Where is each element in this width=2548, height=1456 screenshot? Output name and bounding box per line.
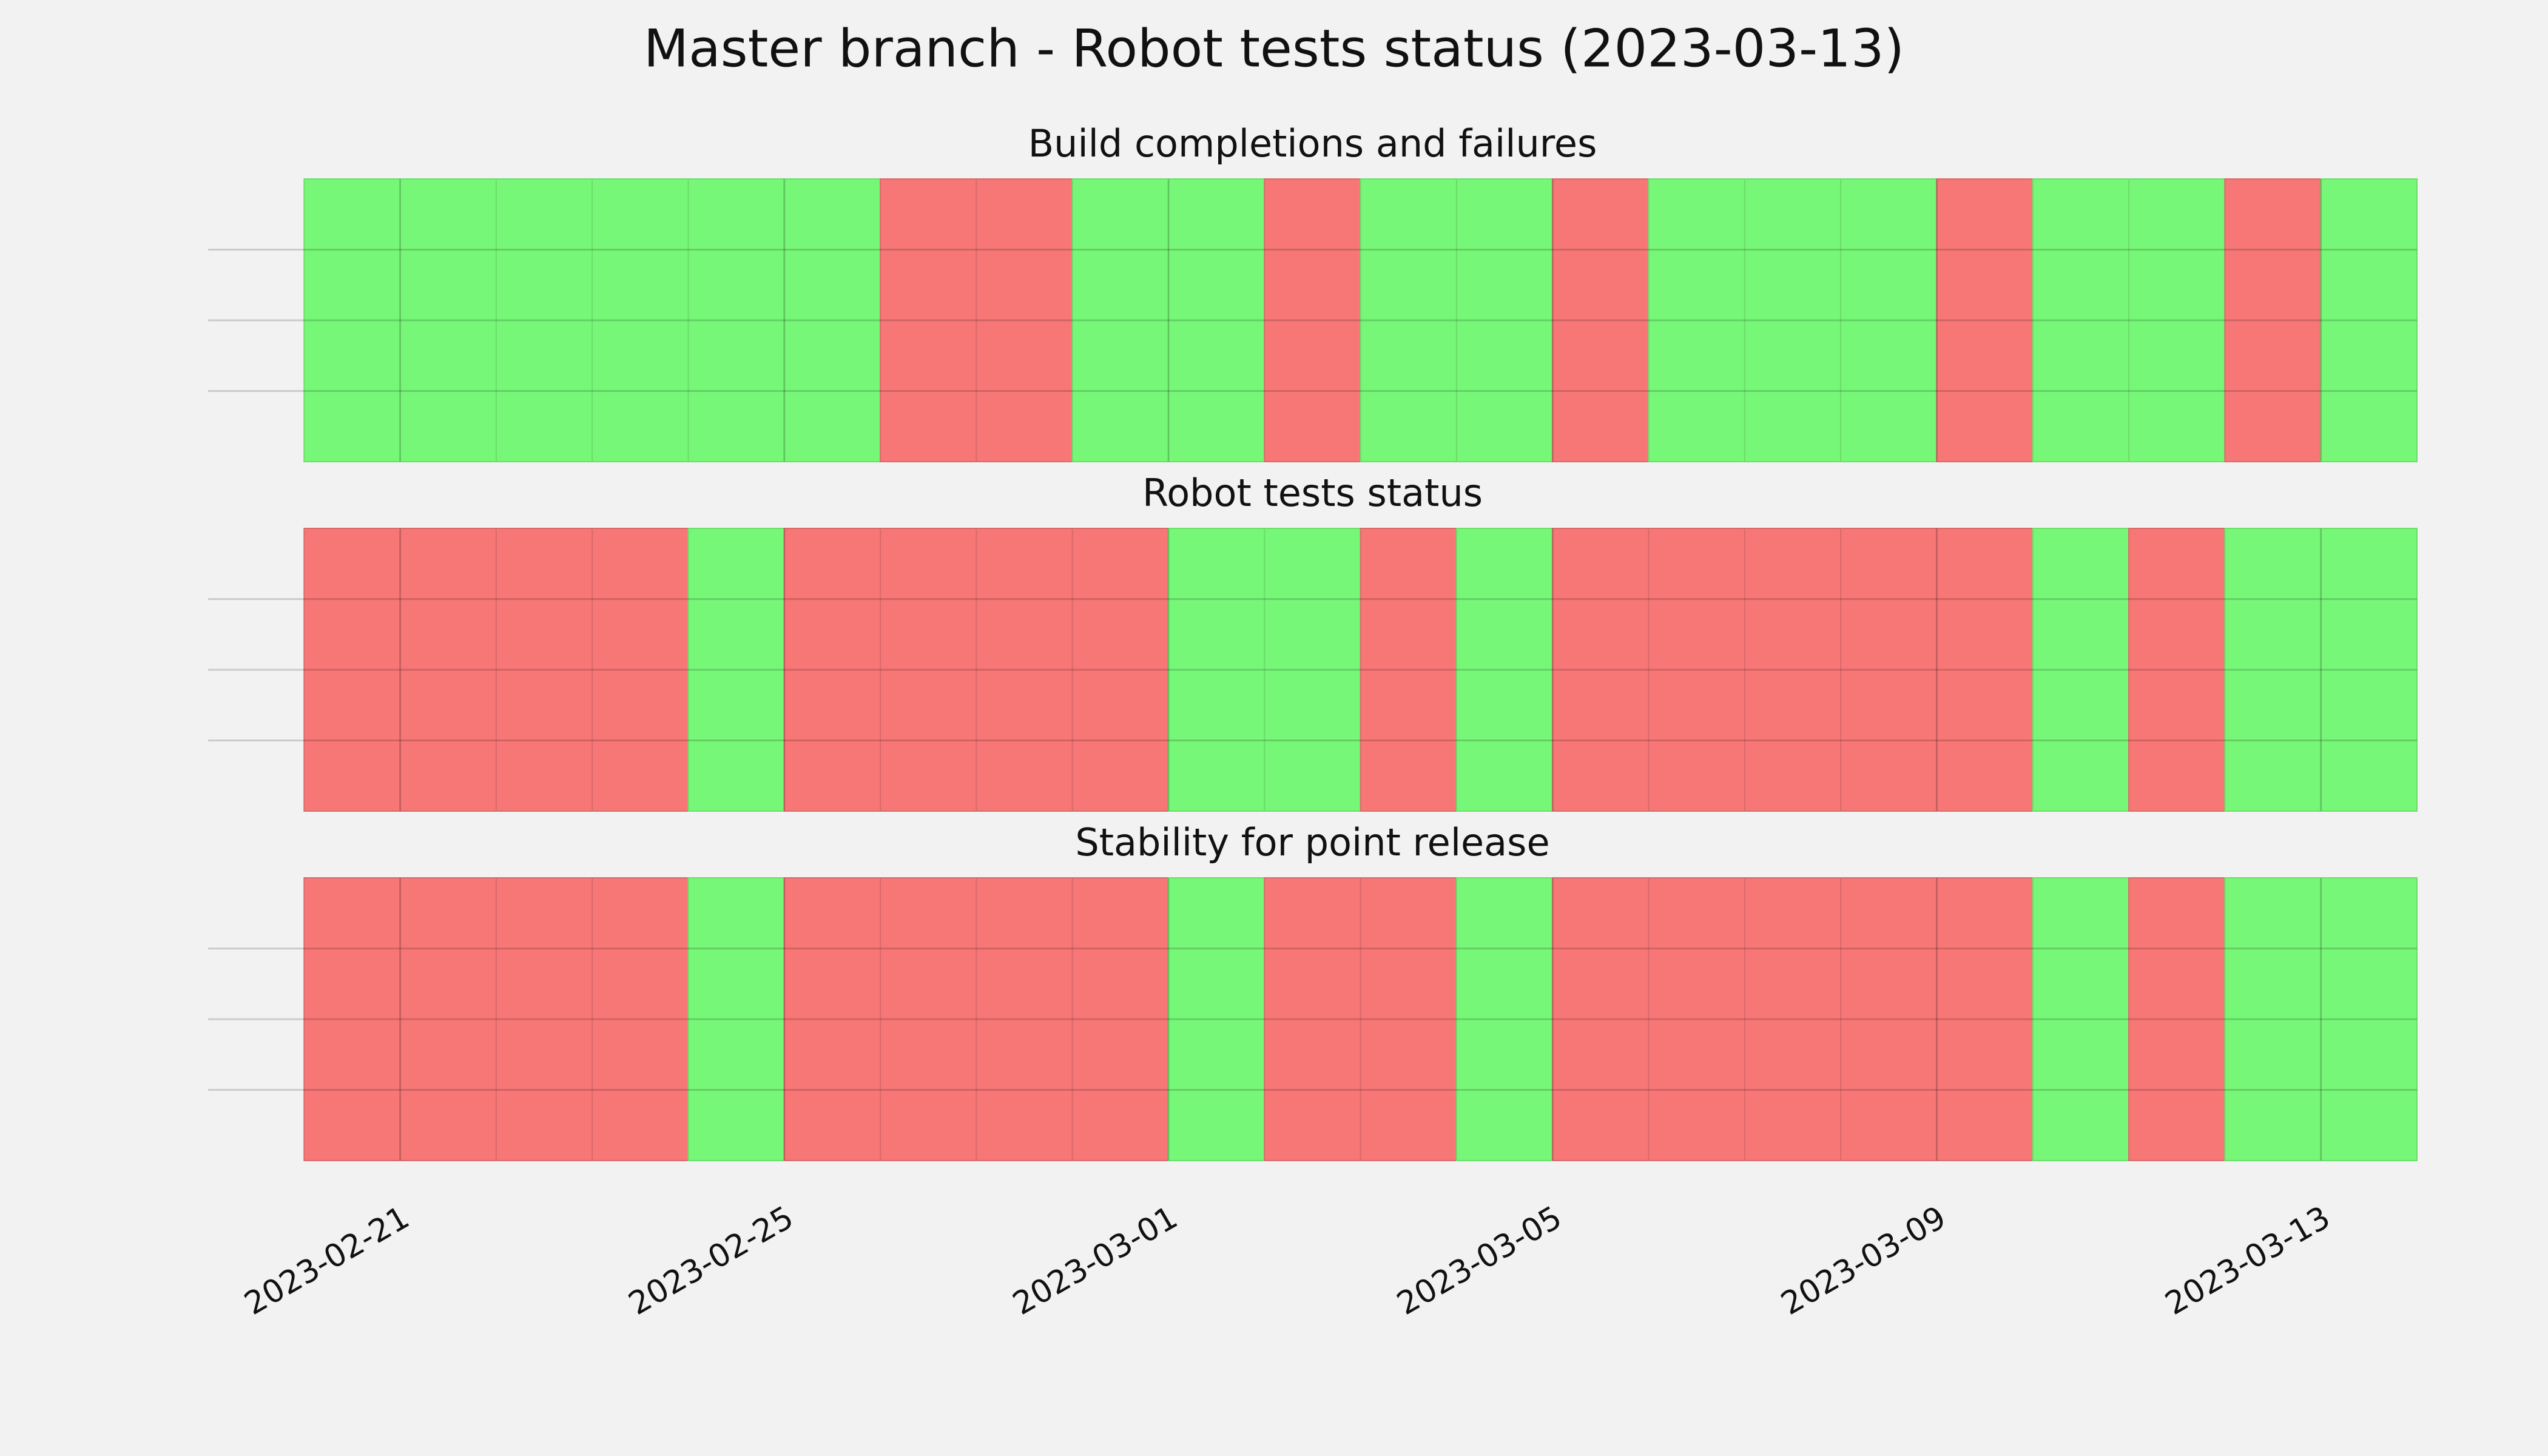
status-span — [1744, 178, 1842, 462]
status-span — [2320, 877, 2418, 1161]
status-span — [976, 178, 1073, 462]
status-span — [303, 877, 401, 1161]
status-span — [2128, 528, 2226, 812]
x-tick-label: 2023-03-09 — [1775, 1199, 1952, 1323]
status-span — [1936, 178, 2034, 462]
status-span — [399, 528, 497, 812]
status-span — [1936, 877, 2034, 1161]
status-span — [592, 877, 689, 1161]
status-span — [1455, 877, 1554, 1161]
status-span — [2320, 178, 2418, 462]
status-span — [2032, 528, 2130, 812]
status-span — [2224, 528, 2322, 812]
status-span — [1648, 528, 1745, 812]
status-span — [2032, 877, 2130, 1161]
status-span — [2128, 178, 2226, 462]
status-span — [976, 877, 1073, 1161]
status-span — [1455, 178, 1554, 462]
status-span — [1840, 178, 1938, 462]
status-span — [2224, 178, 2322, 462]
status-span — [687, 528, 785, 812]
status-span — [1552, 178, 1650, 462]
status-span — [592, 528, 689, 812]
status-span — [1648, 178, 1745, 462]
status-span — [880, 178, 977, 462]
x-tick-label: 2023-03-05 — [1391, 1199, 1568, 1323]
panel-title: Robot tests status — [1142, 471, 1483, 515]
status-span — [495, 528, 593, 812]
status-span — [303, 528, 401, 812]
status-span — [1840, 877, 1938, 1161]
chart-title: Master branch - Robot tests status (2023… — [644, 18, 1904, 79]
x-tick-label: 2023-03-13 — [2159, 1199, 2336, 1323]
status-span — [783, 178, 881, 462]
status-span — [2032, 178, 2130, 462]
x-tick-label: 2023-02-25 — [622, 1199, 800, 1323]
status-span — [399, 877, 497, 1161]
status-span — [976, 528, 1073, 812]
x-tick-label: 2023-02-21 — [238, 1199, 416, 1323]
status-span — [783, 877, 881, 1161]
status-span — [1168, 178, 1266, 462]
status-span — [303, 178, 401, 462]
status-span — [1744, 877, 1842, 1161]
x-tick-label: 2023-03-01 — [1007, 1199, 1184, 1323]
status-span — [2320, 528, 2418, 812]
status-span — [399, 178, 497, 462]
status-span — [1840, 528, 1938, 812]
status-span — [495, 877, 593, 1161]
status-span — [1552, 528, 1650, 812]
status-span — [783, 528, 881, 812]
status-span — [2224, 877, 2322, 1161]
status-span — [1264, 877, 1361, 1161]
status-span — [1552, 877, 1650, 1161]
status-span — [592, 178, 689, 462]
status-span — [495, 178, 593, 462]
status-span — [1071, 178, 1170, 462]
status-span — [2128, 877, 2226, 1161]
panel-title: Build completions and failures — [1028, 121, 1597, 166]
status-span — [1455, 528, 1554, 812]
status-span — [1936, 528, 2034, 812]
status-span — [1360, 528, 1457, 812]
panel-title: Stability for point release — [1075, 820, 1549, 864]
status-span — [880, 877, 977, 1161]
status-span — [687, 178, 785, 462]
status-span — [1744, 528, 1842, 812]
status-span — [1360, 178, 1457, 462]
status-span — [1264, 528, 1361, 812]
status-span — [687, 877, 785, 1161]
status-span — [1168, 528, 1266, 812]
status-span — [1071, 528, 1170, 812]
